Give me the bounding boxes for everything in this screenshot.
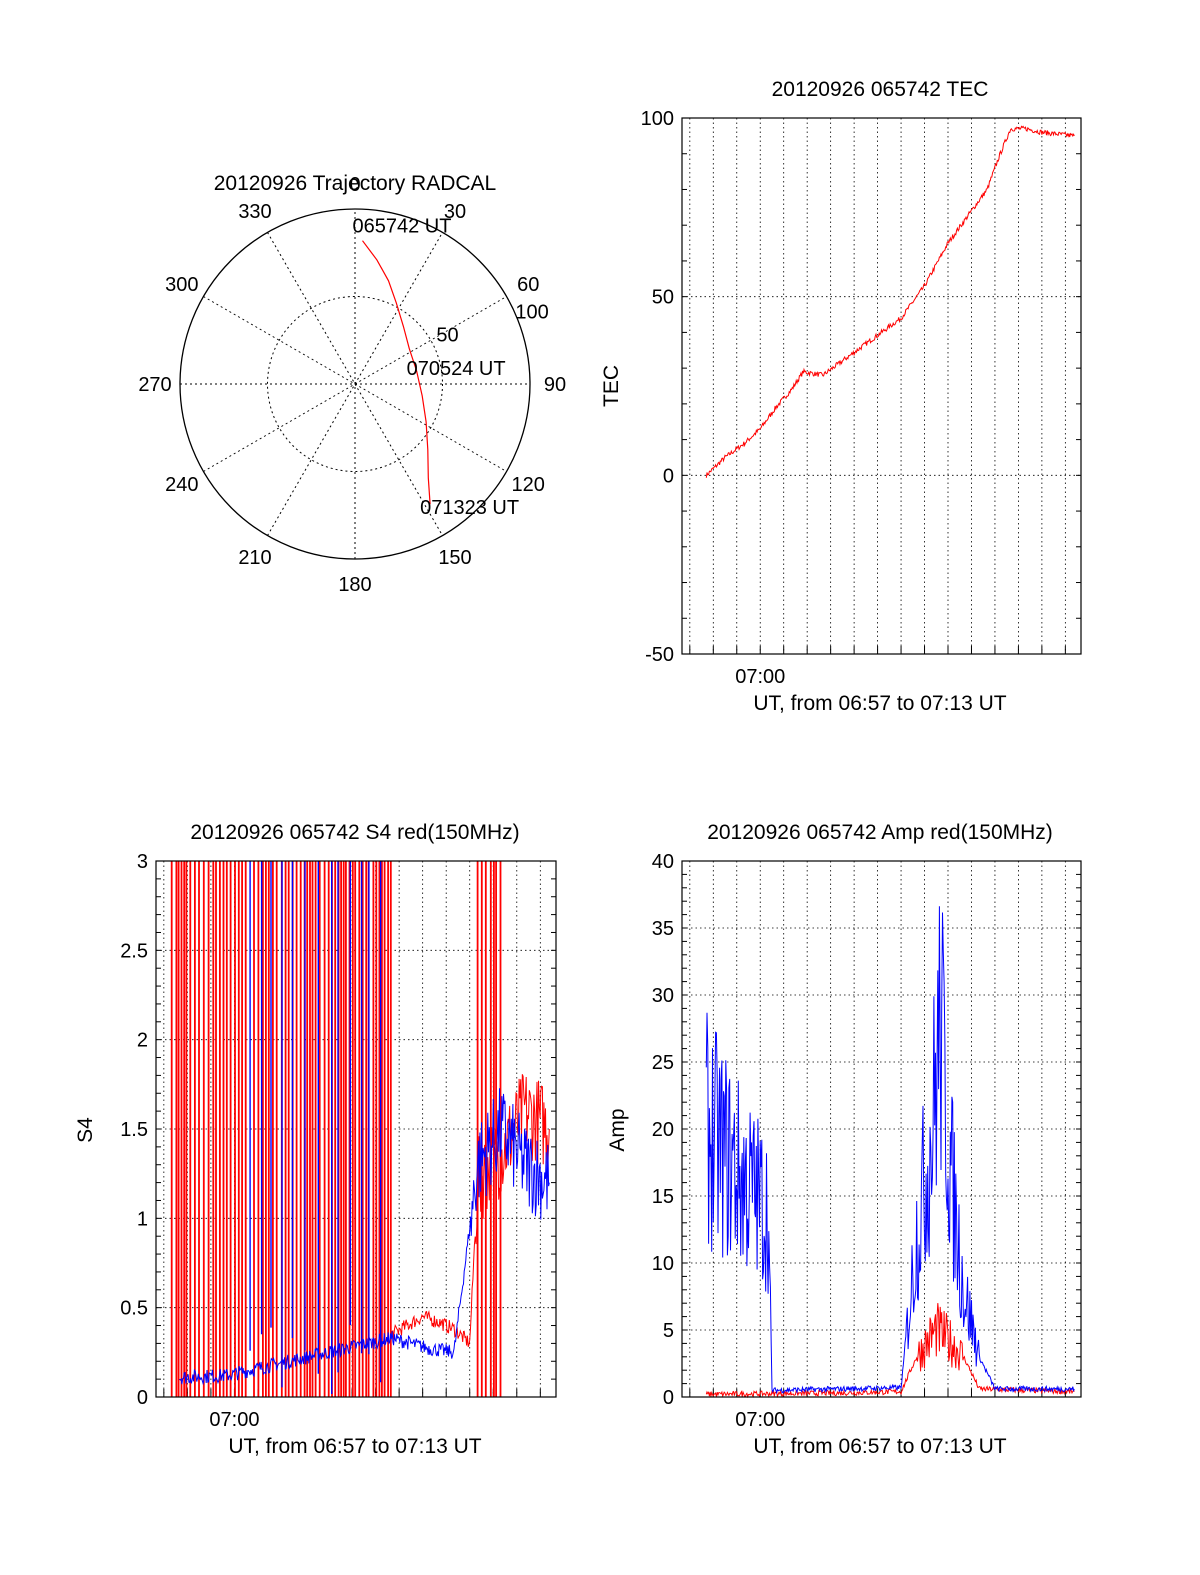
s4-x-label: UT, from 06:57 to 07:13 UT (228, 1435, 481, 1458)
y-tick-label: 2 (137, 1030, 148, 1052)
polar-time-annotation: 070524 UT (407, 358, 506, 380)
s4-frame (155, 860, 557, 1398)
polar-trajectory (362, 240, 431, 505)
amp-x-tick-labels: 07:00 (735, 1409, 785, 1431)
polar-radial-labels: 50 100 (436, 302, 548, 347)
polar-angle-label: 270 (138, 374, 171, 396)
polar-time-annotation: 071323 UT (420, 497, 519, 519)
s4-y-label: S4 (74, 1117, 97, 1143)
y-tick-label: 2.5 (120, 940, 148, 962)
s4-plot: 20120926 065742 S4 red(150MHz) 0 0.5 1 1.5 2… (74, 821, 557, 1458)
polar-angle-label: 330 (238, 201, 271, 223)
y-tick-label: 0 (137, 1387, 148, 1409)
s4-title: 20120926 065742 S4 red(150MHz) (190, 821, 519, 844)
y-tick-label: 1 (137, 1208, 148, 1230)
polar-angle-label: 210 (238, 547, 271, 569)
tec-y-tick-labels: -50 0 50 100 (641, 108, 674, 666)
amp-title: 20120926 065742 Amp red(150MHz) (707, 821, 1053, 844)
amp-x-label: UT, from 06:57 to 07:13 UT (753, 1435, 1006, 1458)
amp-frame (681, 860, 1082, 1398)
polar-angle-label: 180 (338, 574, 371, 596)
trajectory-polar-plot: 20120926 Trajectory RADCAL 0 30 60 90 120 150… (138, 172, 566, 596)
tec-x-label: UT, from 06:57 to 07:13 UT (753, 692, 1006, 715)
polar-time-annotations: 065742 UT 070524 UT 071323 UT (353, 216, 520, 520)
polar-angle-label: 0 (349, 174, 360, 196)
polar-angle-label: 150 (438, 547, 471, 569)
tec-title: 20120926 065742 TEC (772, 78, 989, 101)
tec-x-tick-labels: 07:00 (735, 666, 785, 688)
y-tick-label: 3 (137, 851, 148, 873)
series-line-red (705, 1303, 1075, 1399)
y-tick-label: 15 (652, 1186, 674, 1208)
s4-saturated-spans (170, 861, 502, 1397)
polar-angle-labels: 0 30 60 90 120 150 180 210 240 270 300 330 (138, 174, 566, 596)
polar-radial-label: 50 (436, 324, 458, 346)
y-tick-label: 20 (652, 1119, 674, 1141)
y-tick-label: 30 (652, 985, 674, 1007)
amp-y-label: Amp (606, 1108, 629, 1151)
y-tick-label: 0.5 (120, 1298, 148, 1320)
amp-grid (682, 860, 1081, 1398)
y-tick-label: 40 (652, 851, 674, 873)
polar-radial-label: 100 (515, 302, 548, 324)
y-tick-label: 35 (652, 918, 674, 940)
x-tick-label: 07:00 (735, 666, 785, 688)
y-tick-label: -50 (645, 644, 674, 666)
x-tick-label: 07:00 (735, 1409, 785, 1431)
series-line-blue (179, 1088, 550, 1386)
polar-angle-label: 240 (165, 474, 198, 496)
s4-x-tick-labels: 07:00 (209, 1409, 259, 1431)
polar-grid (179, 208, 531, 560)
y-tick-label: 1.5 (120, 1119, 148, 1141)
polar-angle-label: 120 (512, 474, 545, 496)
polar-angle-label: 90 (544, 374, 566, 396)
y-tick-label: 25 (652, 1052, 674, 1074)
x-tick-label: 07:00 (209, 1409, 259, 1431)
tec-y-label: TEC (600, 365, 623, 407)
y-tick-label: 10 (652, 1253, 674, 1275)
tec-plot: 20120926 065742 TEC -50 0 50 100 07:00 UT, … (600, 78, 1082, 715)
polar-time-annotation: 065742 UT (353, 216, 452, 238)
s4-series (179, 1074, 550, 1386)
amp-plot: 20120926 065742 Amp red(150MHz) 0 5 10 15 20… (606, 821, 1082, 1458)
polar-angle-label: 60 (517, 274, 539, 296)
y-tick-label: 5 (663, 1320, 674, 1342)
series-line-blue (705, 906, 1075, 1395)
trajectory-line (362, 240, 431, 505)
series-line-red (705, 125, 1075, 478)
polar-angle-label: 30 (444, 201, 466, 223)
amp-y-tick-labels: 0 5 10 15 20 25 30 35 40 (652, 851, 674, 1409)
y-tick-label: 100 (641, 108, 674, 130)
y-tick-label: 0 (663, 1387, 674, 1409)
y-tick-label: 0 (663, 465, 674, 487)
tec-series (705, 125, 1075, 478)
s4-y-tick-labels: 0 0.5 1 1.5 2 2.5 3 (120, 851, 148, 1409)
polar-inner-circle (267, 296, 443, 472)
polar-angle-label: 300 (165, 274, 198, 296)
polar-spoke (267, 232, 443, 536)
polar-title: 20120926 Trajectory RADCAL (214, 172, 497, 195)
y-tick-label: 50 (652, 287, 674, 309)
tec-frame (681, 117, 1082, 655)
tec-grid (682, 117, 1081, 655)
amp-series (705, 906, 1075, 1399)
series-line-red (390, 1074, 550, 1347)
